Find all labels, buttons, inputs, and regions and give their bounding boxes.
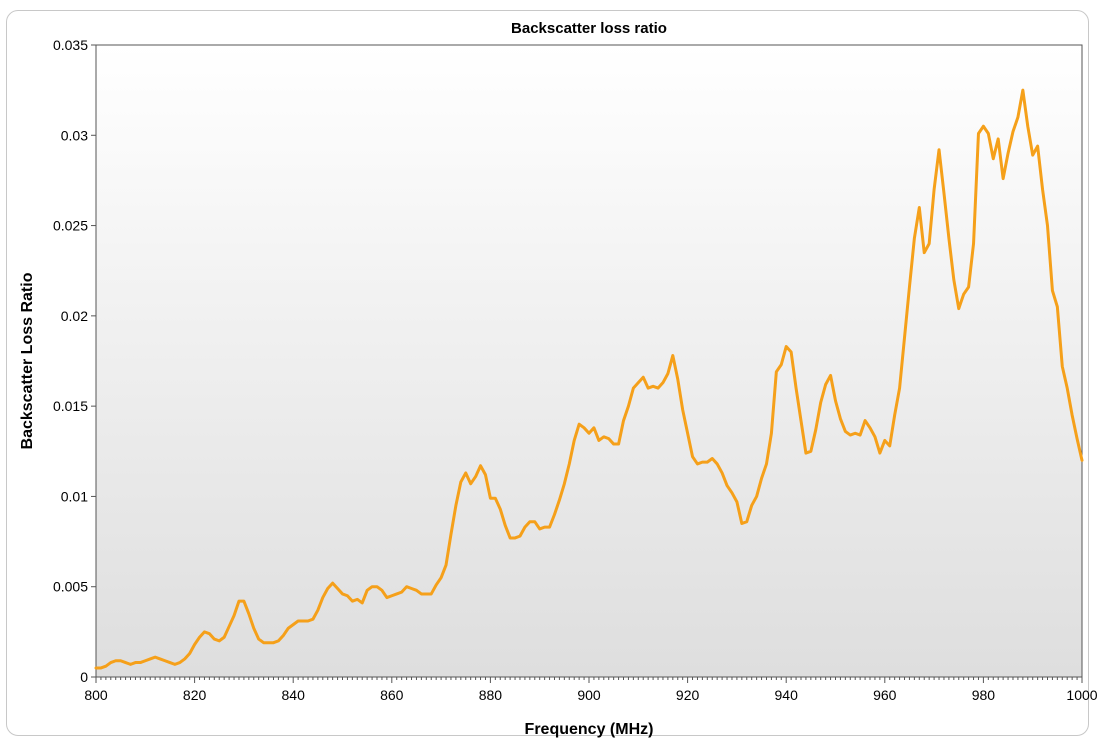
y-tick-label: 0.03 xyxy=(61,127,88,143)
y-tick-label: 0.02 xyxy=(61,308,88,324)
y-tick-label: 0.01 xyxy=(61,488,88,504)
x-tick-label: 1000 xyxy=(1066,687,1097,703)
x-tick-label: 980 xyxy=(972,687,996,703)
y-tick-label: 0.005 xyxy=(53,579,88,595)
chart-frame xyxy=(6,10,1089,736)
x-tick-label: 940 xyxy=(775,687,799,703)
x-tick-label: 900 xyxy=(577,687,601,703)
x-axis: 800 820 840 860 880 900 920 940 960 980 1000 xyxy=(84,677,1097,703)
x-tick-label: 820 xyxy=(183,687,207,703)
x-tick-label: 880 xyxy=(479,687,503,703)
y-tick-label: 0 xyxy=(80,669,88,685)
x-tick-label: 960 xyxy=(873,687,897,703)
y-tick-label: 0.025 xyxy=(53,218,88,234)
x-tick-label: 800 xyxy=(84,687,108,703)
plot-area xyxy=(95,44,1083,678)
x-tick-label: 920 xyxy=(676,687,700,703)
y-axis: 0 0.005 0.01 0.015 0.02 0.025 0.03 0.035 xyxy=(53,37,96,685)
y-tick-label: 0.035 xyxy=(53,37,88,53)
y-tick-label: 0.015 xyxy=(53,398,88,414)
x-tick-label: 840 xyxy=(282,687,306,703)
x-tick-label: 860 xyxy=(380,687,404,703)
chart-title: Backscatter loss ratio xyxy=(511,20,667,37)
y-axis-title: Backscatter Loss Ratio xyxy=(19,272,36,449)
x-axis-title: Frequency (MHz) xyxy=(525,721,654,738)
series-line xyxy=(94,88,1084,670)
series-layer xyxy=(94,88,1084,670)
